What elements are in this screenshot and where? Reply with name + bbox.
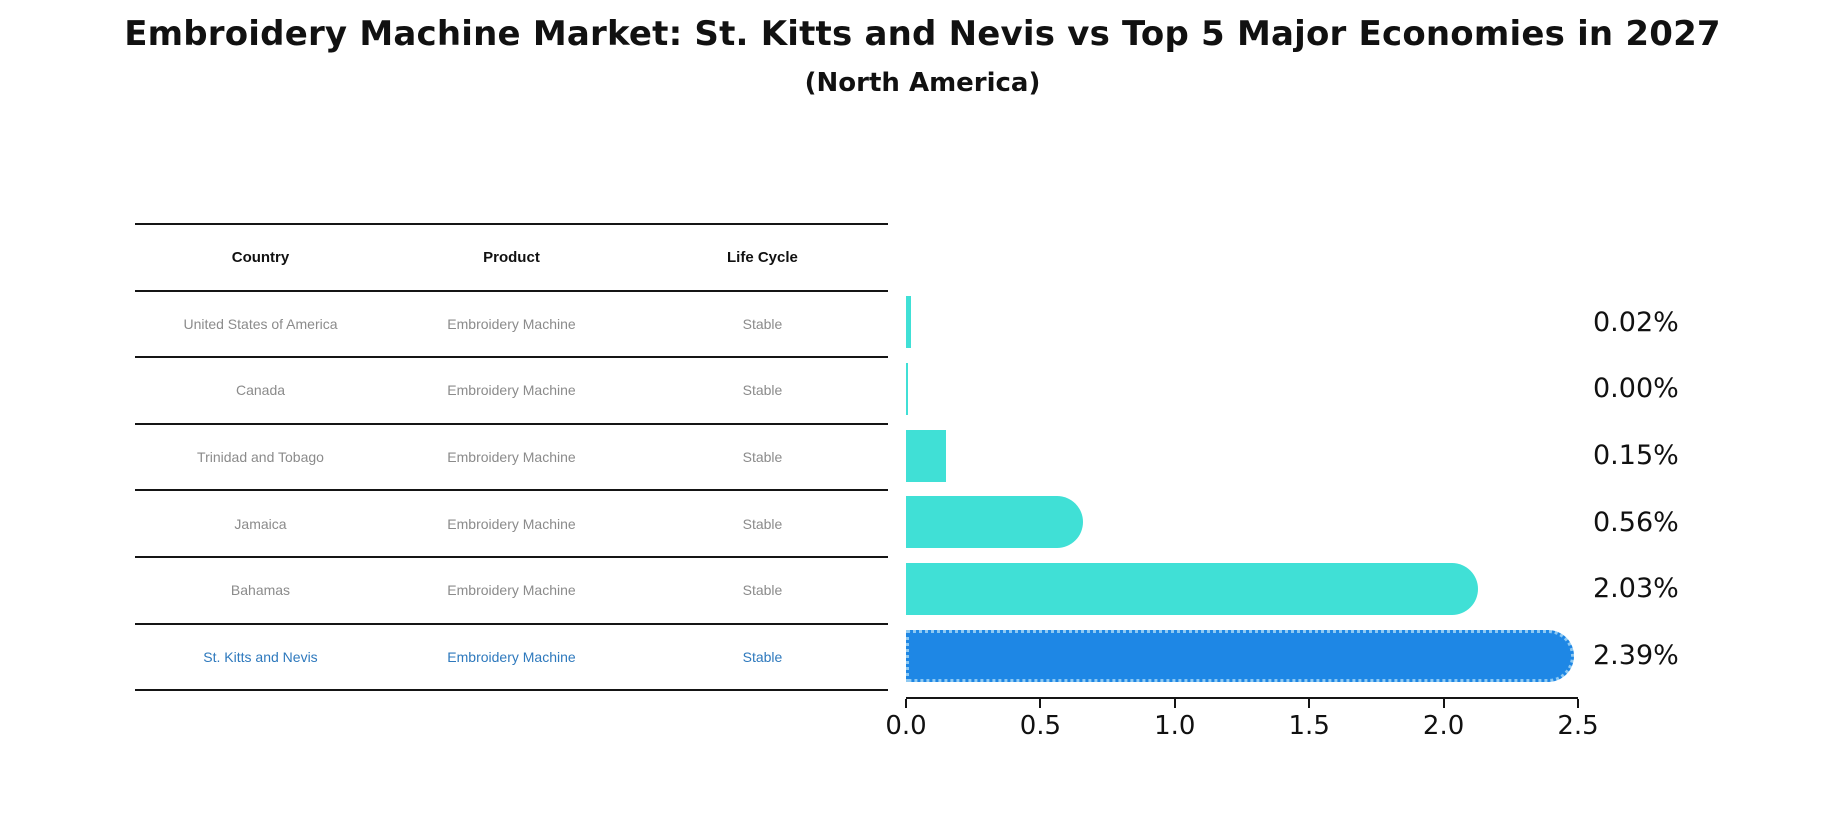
x-axis-tick-label: 1.5 (1288, 711, 1330, 741)
x-axis-tick-label: 1.0 (1154, 711, 1196, 741)
table-header-row: Country Product Life Cycle (135, 223, 888, 290)
column-header-country: Country (231, 248, 290, 266)
value-label-column: 0.02% 0.00% 0.15% 0.56% 2.03% 2.39% (1593, 289, 1753, 689)
life-cycle-cell: Stable (742, 515, 783, 532)
life-cycle-cell: Stable (742, 582, 783, 599)
life-cycle-cell: Stable (742, 315, 783, 332)
country-cell: United States of America (183, 315, 338, 332)
x-axis-tick-label: 2.5 (1557, 711, 1599, 741)
x-axis-tick (1173, 699, 1176, 708)
life-cycle-cell: Stable (742, 449, 783, 466)
country-cell: St. Kitts and Nevis (203, 648, 318, 665)
life-cycle-cell: Stable (742, 648, 783, 665)
value-label: 0.02% (1593, 306, 1679, 338)
country-cell: Canada (235, 382, 286, 399)
bar-bahamas (906, 562, 1478, 615)
value-label: 2.03% (1593, 573, 1679, 605)
table-row: United States of America Embroidery Mach… (135, 289, 888, 357)
chart-subtitle: (North America) (804, 68, 1041, 98)
chart-title: Embroidery Machine Market: St. Kitts and… (124, 14, 1721, 54)
x-axis: 0.0 0.5 1.0 1.5 2.0 2.5 (885, 697, 1599, 741)
value-label: 0.56% (1593, 506, 1679, 538)
product-cell: Embroidery Machine (447, 315, 576, 332)
product-cell: Embroidery Machine (447, 582, 576, 599)
bar-plot-area (906, 289, 1578, 689)
bar-row (906, 422, 1578, 489)
table-row: Jamaica Embroidery Machine Stable (135, 489, 888, 556)
product-cell: Embroidery Machine (447, 648, 576, 665)
x-axis-tick-label: 0.5 (1019, 711, 1062, 741)
bar-st-kitts-and-nevis (906, 629, 1575, 682)
product-cell: Embroidery Machine (447, 382, 576, 399)
column-header-life-cycle: Life Cycle (727, 248, 798, 266)
table-row: Canada Embroidery Machine Stable (135, 356, 888, 423)
column-header-product: Product (483, 248, 540, 266)
country-cell: Bahamas (230, 582, 291, 599)
product-cell: Embroidery Machine (447, 449, 576, 466)
value-label: 0.15% (1593, 440, 1679, 472)
country-cell: Jamaica (234, 515, 287, 532)
bar-row (906, 289, 1578, 356)
x-axis-tick (1442, 699, 1445, 708)
bar-row (906, 356, 1578, 423)
value-label: 0.00% (1593, 373, 1679, 405)
table-row: Trinidad and Tobago Embroidery Machine S… (135, 422, 888, 490)
country-table: Country Product Life Cycle United States… (135, 223, 888, 692)
bar-trinidad-and-tobago (906, 429, 947, 482)
table-row-highlighted: St. Kitts and Nevis Embroidery Machine S… (135, 622, 888, 690)
bar-canada (906, 362, 908, 415)
product-cell: Embroidery Machine (447, 515, 576, 532)
bar-jamaica (906, 496, 1083, 549)
country-cell: Trinidad and Tobago (197, 449, 324, 466)
value-label: 2.39% (1593, 640, 1679, 672)
x-axis-tick (1039, 699, 1042, 708)
x-axis-tick (1577, 699, 1579, 708)
x-axis-tick-label: 2.0 (1422, 711, 1465, 741)
x-axis-tick (1308, 699, 1311, 708)
bar-row (906, 622, 1578, 689)
bar-united-states-of-america (906, 296, 912, 349)
bar-row (906, 489, 1578, 556)
bar-row (906, 556, 1578, 623)
table-row: Bahamas Embroidery Machine Stable (135, 555, 888, 623)
x-axis-tick (905, 699, 907, 708)
life-cycle-cell: Stable (742, 382, 783, 399)
x-axis-tick-label: 0.0 (885, 711, 927, 741)
